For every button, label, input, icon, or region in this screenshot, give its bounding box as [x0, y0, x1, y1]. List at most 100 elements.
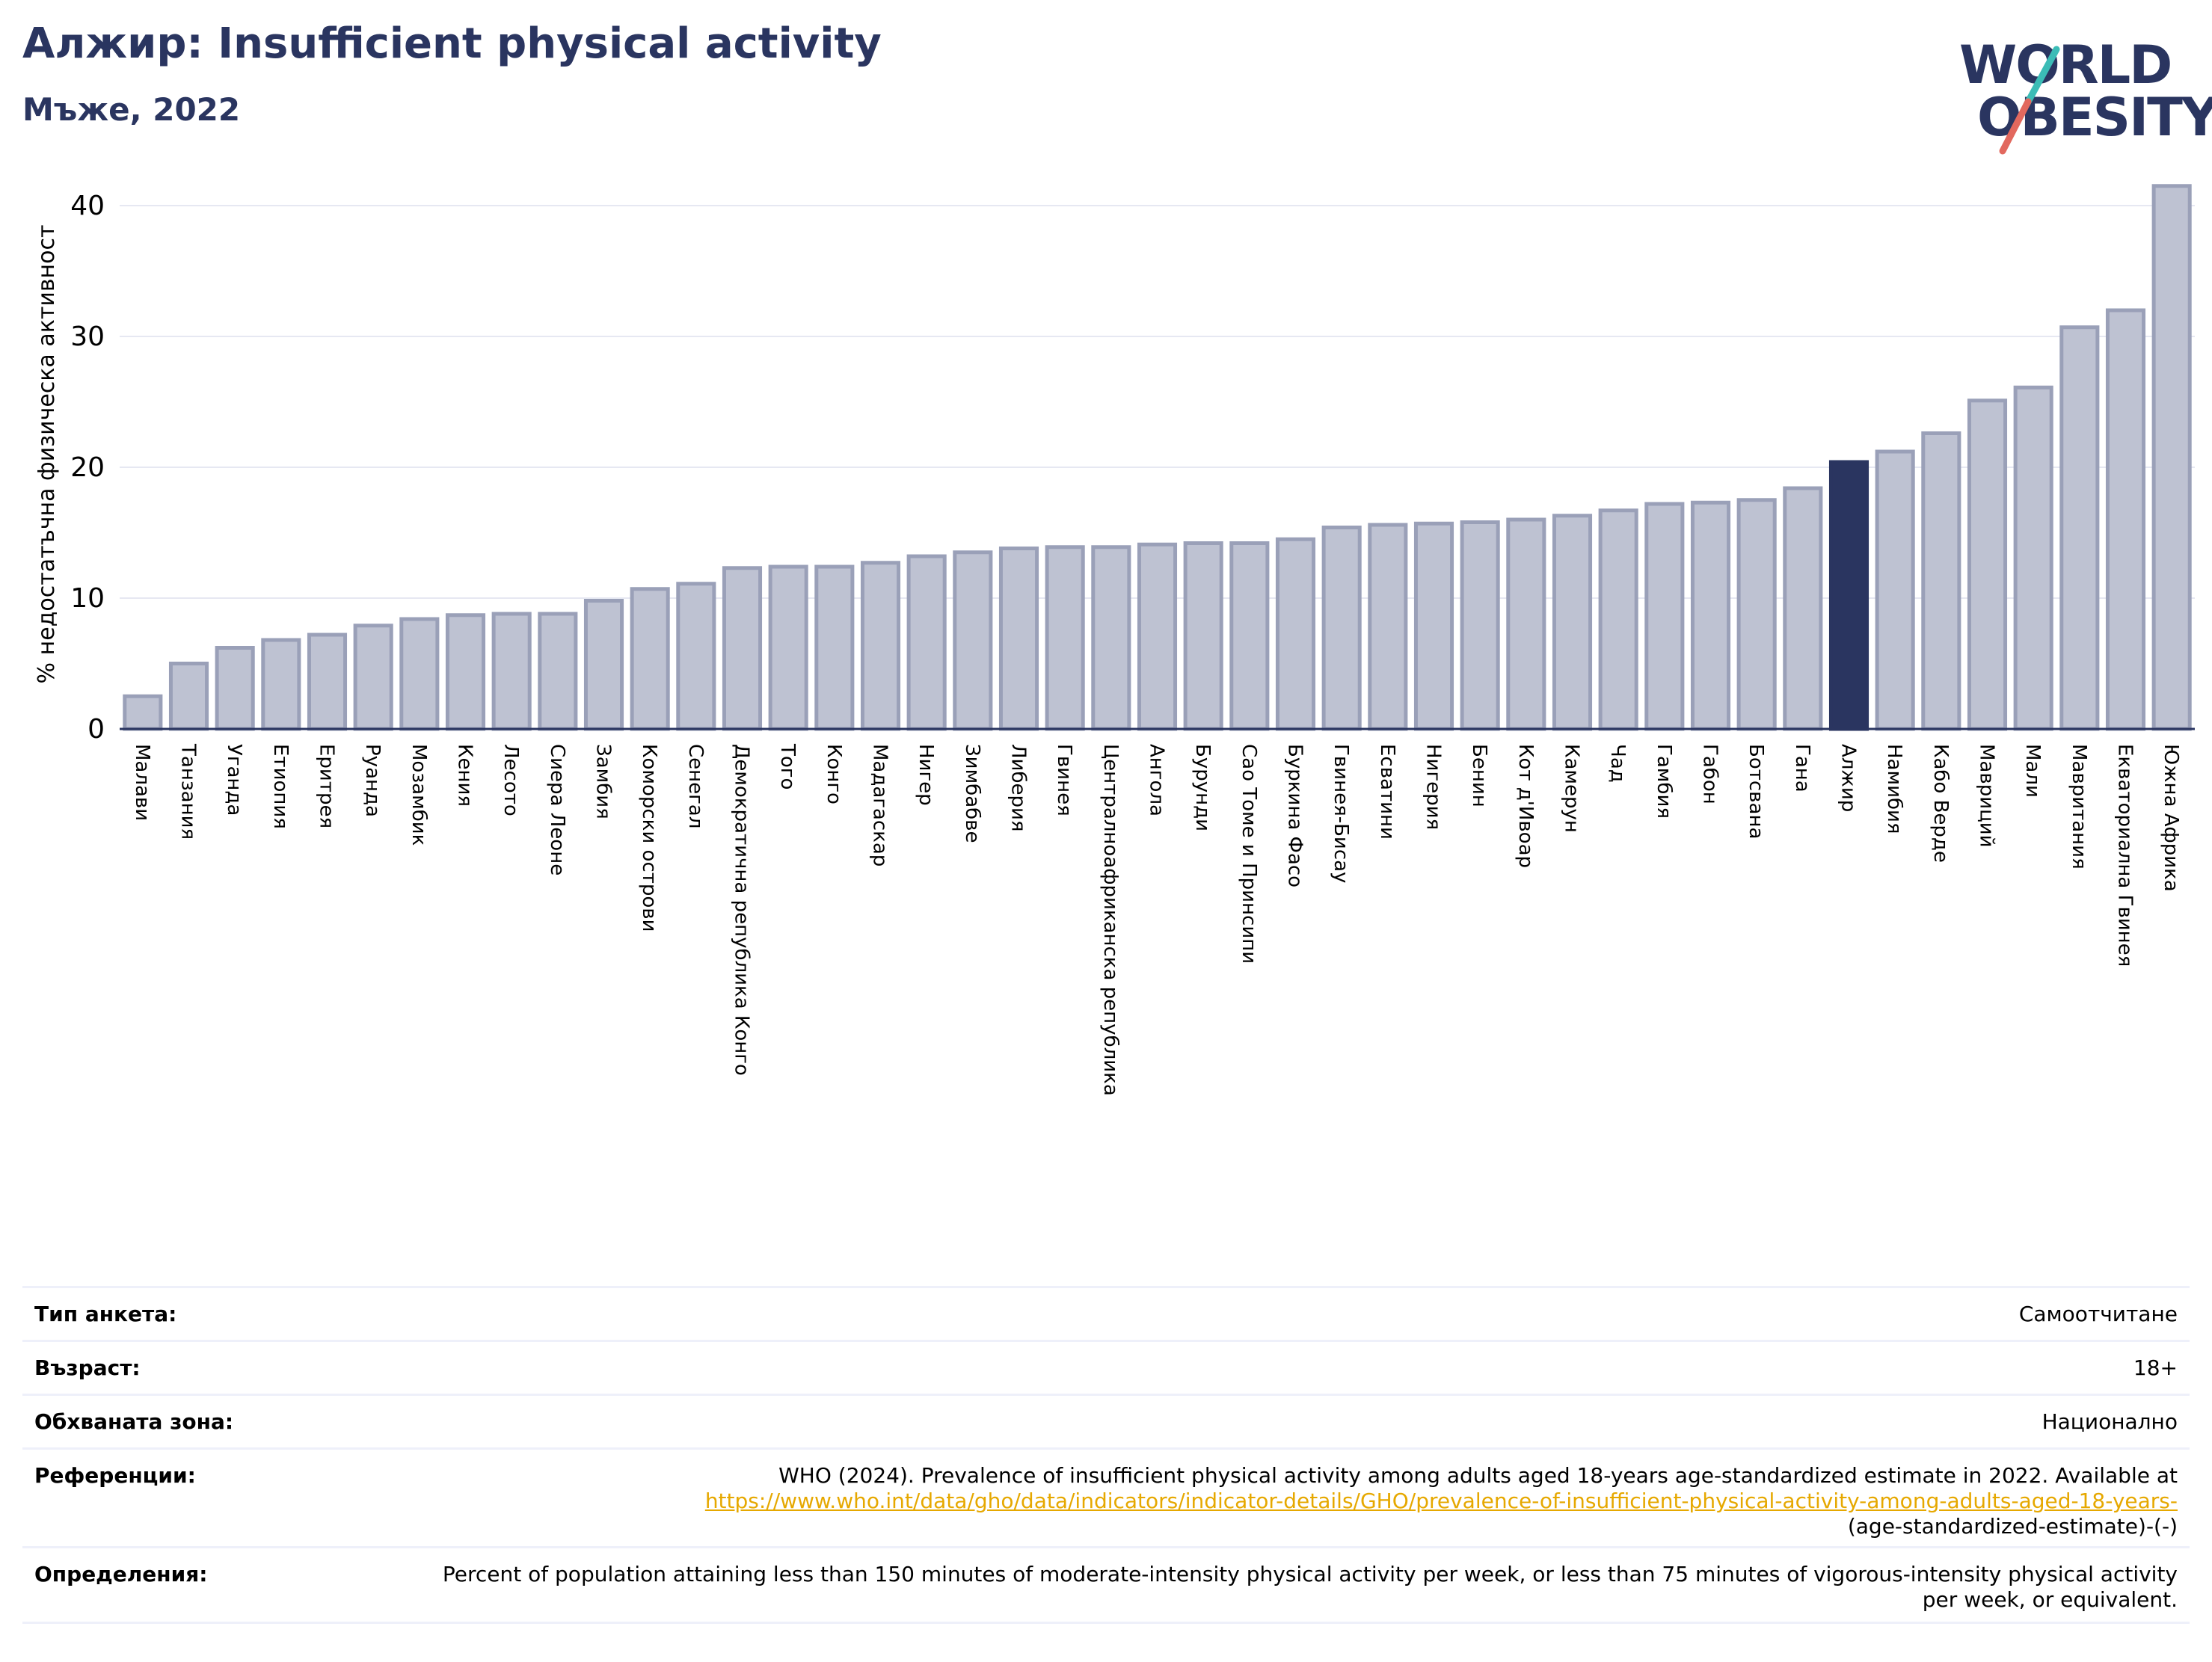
bar	[353, 624, 393, 731]
x-tick-label: Нигер	[915, 744, 937, 806]
x-tick-label: Кения	[454, 744, 476, 807]
survey-type-value: Самоотчитане	[2018, 1302, 2178, 1326]
bar	[906, 554, 947, 731]
bar	[953, 550, 993, 731]
bar	[1091, 545, 1131, 731]
bar	[1137, 542, 1178, 731]
x-tick-label: Демократична република Конго	[731, 744, 753, 1076]
x-tick-label: Зимбабве	[961, 744, 983, 843]
x-tick-label: Екваториална Гвинея	[2114, 744, 2136, 967]
x-tick-label: Сенегал	[684, 744, 707, 828]
age-value: 18+	[2133, 1355, 2178, 1380]
bar	[168, 662, 209, 731]
info-row-coverage: Обхваната зона: Национално	[22, 1394, 2190, 1447]
bar-highlight	[1828, 460, 1870, 731]
bar	[814, 564, 855, 731]
bar	[261, 638, 301, 731]
page-subtitle: Мъже, 2022	[22, 91, 241, 128]
references-link[interactable]: https://www.who.int/data/gho/data/indica…	[704, 1489, 2178, 1513]
x-tick-label: Етиопия	[269, 744, 292, 829]
references-text: WHO (2024). Prevalence of insufficient p…	[778, 1463, 2178, 1488]
bar	[998, 547, 1039, 731]
bar	[2013, 385, 2053, 731]
bar	[1783, 486, 1823, 731]
bar	[1506, 517, 1546, 731]
references-value: WHO (2024). Prevalence of insufficient p…	[705, 1463, 2178, 1539]
x-tick-label: Гвинея	[1053, 744, 1075, 816]
x-tick-label: Замбия	[592, 744, 615, 819]
coverage-label: Обхваната зона:	[34, 1409, 234, 1434]
bar	[1183, 541, 1223, 731]
bar	[1598, 508, 1638, 731]
x-tick-label: Конго	[823, 744, 845, 804]
definitions-value: Percent of population attaining less tha…	[442, 1562, 2178, 1612]
bar	[399, 617, 440, 731]
bar	[1736, 498, 1777, 731]
x-tick-label: Габон	[1699, 744, 1721, 804]
bar	[630, 587, 670, 731]
bar	[1460, 520, 1500, 731]
info-table: Тип анкета: Самоотчитане Възраст: 18+ Об…	[22, 1286, 2190, 1624]
info-row-age: Възраст: 18+	[22, 1340, 2190, 1394]
world-obesity-logo: WORLD OBESITY	[1944, 22, 2212, 157]
bar	[538, 612, 578, 731]
bar	[1552, 514, 1593, 731]
x-tick-label: Мали	[2021, 744, 2044, 798]
bar	[676, 582, 716, 731]
y-axis-label: % недостатъчна физическа активност	[34, 225, 60, 684]
x-tick-label: Коморски острови	[638, 744, 660, 932]
x-tick-label: Есватини	[1376, 744, 1398, 840]
bar	[860, 561, 901, 731]
x-tick-label: Камерун	[1561, 744, 1583, 833]
bar	[1921, 431, 1961, 731]
references-label: Референции:	[34, 1463, 196, 1488]
x-tick-label: Уганда	[223, 744, 245, 816]
bar	[2059, 325, 2100, 731]
bar	[445, 613, 486, 731]
info-row-references: Референции: WHO (2024). Prevalence of in…	[22, 1447, 2190, 1546]
bar	[307, 633, 348, 731]
bar	[491, 612, 532, 731]
x-tick-label: Ангола	[1146, 744, 1168, 816]
x-tick-label: Еритрея	[316, 744, 338, 828]
x-tick-label: Мозамбик	[408, 744, 430, 846]
bar	[1967, 398, 2008, 731]
bar	[1275, 537, 1316, 731]
x-tick-label: Ботсвана	[1745, 744, 1767, 839]
x-tick-label: Бенин	[1468, 744, 1490, 807]
x-tick-label: Гамбия	[1653, 744, 1675, 819]
x-tick-label: Кот д'Ивоар	[1514, 744, 1537, 868]
logo-line-1: WORLD	[1959, 34, 2172, 96]
bar-chart: 0 10 20 30 40 % недостатъчна физическа активн…	[34, 184, 2195, 1096]
bar	[1875, 449, 1915, 731]
x-tick-label: Буркина Фасо	[1284, 744, 1306, 887]
x-tick-label: Либерия	[1007, 744, 1030, 832]
bar	[123, 694, 163, 731]
x-tick-label: Малави	[131, 744, 153, 821]
x-tick-label: Сиера Леоне	[546, 744, 568, 875]
y-tick-label: 0	[87, 714, 105, 745]
bar	[1045, 545, 1085, 731]
age-label: Възраст:	[34, 1355, 141, 1380]
bar	[768, 564, 808, 731]
info-row-survey: Тип анкета: Самоотчитане	[22, 1286, 2190, 1340]
x-tick-label: Лесото	[500, 744, 522, 816]
x-tick-label: Того	[776, 743, 799, 790]
x-tick-label: Нигерия	[1422, 744, 1445, 830]
x-tick-label: Алжир	[1837, 744, 1860, 812]
y-tick-label: 40	[70, 191, 105, 221]
bar	[215, 646, 255, 731]
x-tick-label: Гвинея-Бисау	[1330, 744, 1352, 883]
definitions-label: Определения:	[34, 1562, 208, 1586]
x-tick-label: Сао Томе и Принсипи	[1238, 744, 1260, 964]
bar	[1368, 523, 1408, 731]
bar	[722, 566, 763, 731]
page-title: Алжир: Insufficient physical activity	[22, 19, 882, 68]
survey-type-label: Тип анкета:	[34, 1302, 177, 1326]
x-tick-label: Танзания	[177, 743, 200, 840]
references-tail: (age-standardized-estimate)-(-)	[1847, 1514, 2178, 1539]
coverage-value: Национално	[2042, 1409, 2178, 1434]
x-tick-label: Руанда	[361, 744, 384, 817]
bar	[1690, 500, 1731, 731]
x-tick-label: Чад	[1606, 744, 1629, 783]
